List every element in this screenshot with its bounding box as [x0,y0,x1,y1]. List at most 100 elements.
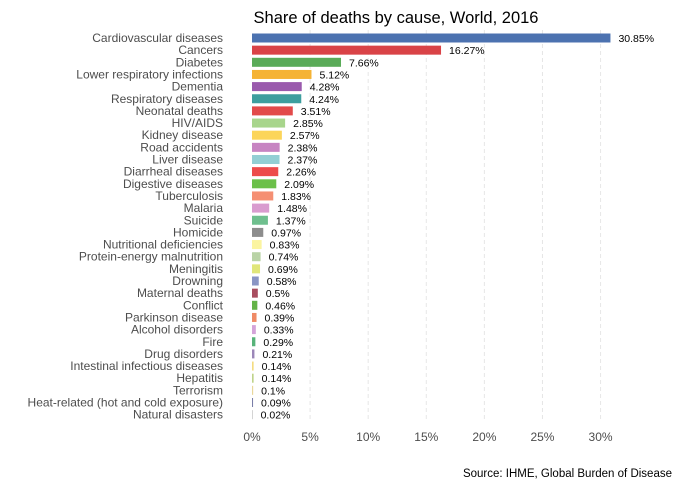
category-label: Digestive diseases [123,177,223,191]
category-label: Lower respiratory infections [76,67,223,81]
category-label: Road accidents [140,140,223,154]
value-labels: 30.85% 16.27% 7.66%5.12%4.28%4.24%3.51%2.8… [261,33,654,422]
bar [252,45,442,55]
bar [252,300,258,310]
x-tick-label: 30% [589,430,613,444]
category-label: Neonatal deaths [136,104,223,118]
category-label: Terrorism [173,383,223,397]
value-label: 0.33% [264,325,294,337]
bar [252,276,259,286]
bar [252,118,286,128]
value-label: 30.85% [618,33,654,45]
bar [252,203,270,213]
value-label: 2.37% [288,155,318,167]
category-label: HIV/AIDS [172,116,223,130]
chart-title: Share of deaths by cause, World, 2016 [254,9,539,27]
category-label: Hepatitis [176,371,223,385]
category-label: Intestinal infectious diseases [70,359,223,373]
value-label: 0.83% [270,240,300,252]
value-label: 2.09% [284,179,314,191]
gridlines [309,30,602,420]
value-label: 1.37% [276,215,306,227]
category-label: Drug disorders [144,347,223,361]
bar [252,130,282,140]
category-label: Respiratory diseases [111,92,223,106]
bar [252,179,277,189]
x-tick-label: 15% [414,430,438,444]
x-tick-label: 20% [472,430,496,444]
bar [252,410,253,420]
bars [252,33,611,420]
bar [252,240,262,250]
bar [252,337,256,347]
category-label: Natural disasters [133,408,223,422]
x-tick-label: 5% [301,430,319,444]
value-label: 2.85% [293,118,323,130]
value-label: 0.14% [262,373,292,385]
value-label: 16.27% [449,45,485,57]
bar [252,361,254,371]
category-label: Cardiovascular diseases [92,31,223,45]
bar [252,227,264,237]
value-label: 4.28% [310,82,340,94]
bar [252,252,261,262]
category-label: Drowning [172,274,223,288]
bar [252,57,342,67]
bar [252,215,268,225]
value-label: 1.83% [281,191,311,203]
bar [252,312,257,322]
bar [252,33,611,43]
value-label: 2.57% [290,130,320,142]
category-label: Nutritional deficiencies [103,238,223,252]
x-tick-label: 10% [356,430,380,444]
bar [252,191,274,201]
category-label: Diabetes [176,55,223,69]
value-label: 1.48% [277,203,307,215]
x-axis-ticks: 0% 5% 10% 15% 20% 25% 30% [243,430,613,444]
value-label: 2.26% [286,167,316,179]
bar [252,288,258,298]
x-tick-label: 25% [530,430,554,444]
value-label: 0.21% [262,349,292,361]
category-label: Maternal deaths [137,286,223,300]
category-label: Dementia [172,80,224,94]
bar [252,82,302,92]
category-label: Meningitis [169,262,223,276]
category-label: Homicide [173,225,223,239]
bar [252,142,280,152]
bar [252,264,261,274]
value-label: 4.24% [309,94,339,106]
bar [252,325,256,335]
value-label: 3.51% [301,106,331,118]
value-label: 0.09% [261,398,291,410]
category-labels: Cardiovascular diseasesCancersDiabetesLo… [28,31,224,422]
category-label: Diarrheal diseases [124,165,223,179]
category-label: Protein-energy malnutrition [79,250,223,264]
bar [252,94,302,104]
category-label: Cancers [178,43,223,57]
category-label: Conflict [183,298,224,312]
category-label: Kidney disease [142,128,224,142]
bar [252,349,255,359]
bar [252,385,254,395]
x-tick-label: 0% [243,430,261,444]
value-label: 0.14% [262,361,292,373]
value-label: 0.5% [266,288,290,300]
value-label: 0.29% [263,337,293,349]
value-label: 7.66% [349,57,379,69]
value-label: 0.02% [261,410,291,422]
value-label: 0.69% [268,264,298,276]
bar [252,373,254,383]
category-label: Heat-related (hot and cold exposure) [28,396,223,410]
category-label: Malaria [184,201,224,215]
category-label: Alcohol disorders [131,323,223,337]
value-label: 0.46% [265,300,295,312]
bar [252,398,254,407]
bar [252,155,280,164]
category-label: Parkinson disease [125,310,223,324]
value-label: 0.1% [261,385,285,397]
value-label: 0.97% [271,227,301,239]
bar [252,69,312,79]
